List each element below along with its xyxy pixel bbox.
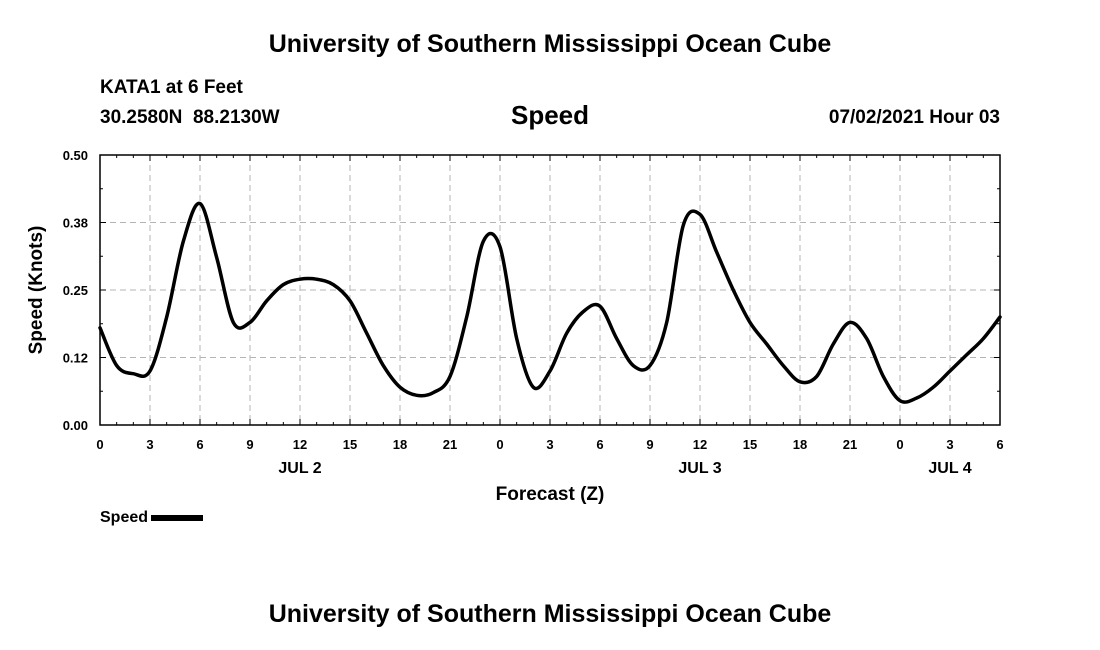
x-tick-label: 9 [646,437,653,452]
x-tick-label: 0 [896,437,903,452]
x-tick-labels: 0 3 6 9 12 15 18 21 0 3 6 9 12 15 18 21 0 3 6 [96,437,1003,452]
date-label: JUL 2 [278,460,321,477]
x-tick-label: 3 [546,437,553,452]
chart-grid [100,155,1000,425]
x-tick-label: 3 [946,437,953,452]
footer-title: University of Southern Mississippi Ocean… [268,600,832,628]
x-tick-label: 12 [293,437,307,452]
legend-swatch [151,515,204,521]
x-tick-label: 18 [793,437,807,452]
legend: Speed [100,509,204,527]
y-tick-label: 0.38 [63,216,88,231]
y-tick-label: 0.12 [63,351,88,366]
date-label: JUL 4 [928,460,971,477]
y-tick-label: 0.25 [63,283,88,298]
y-tick-label: 0.00 [63,418,88,433]
datetime-label: 07/02/2021 Hour 03 [828,107,1000,128]
y-tick-label: 0.50 [63,148,88,163]
x-tick-label: 6 [596,437,603,452]
speed-series-line [98,201,1002,404]
x-tick-label: 12 [693,437,707,452]
x-axis-label: Forecast (Z) [496,484,605,505]
date-labels: JUL 2 JUL 3 JUL 4 [278,460,971,477]
x-tick-label: 15 [343,437,357,452]
x-tick-label: 15 [743,437,757,452]
chart-ticks [99,154,1001,426]
x-tick-label: 6 [996,437,1003,452]
chart-title: Speed [510,100,590,130]
coordinates-label: 30.2580N 88.2130W [100,107,280,128]
page-title: University of Southern Mississippi Ocean… [268,30,832,58]
x-tick-label: 21 [843,437,857,452]
y-axis-label: Speed (Knots) [26,226,47,355]
x-tick-label: 6 [196,437,203,452]
x-tick-label: 0 [496,437,503,452]
y-tick-labels: 0.00 0.12 0.25 0.38 0.50 [63,148,88,433]
legend-label: Speed [100,509,149,526]
x-tick-label: 21 [443,437,457,452]
x-tick-label: 18 [393,437,407,452]
date-label: JUL 3 [678,460,721,477]
x-tick-label: 3 [146,437,153,452]
x-tick-label: 0 [96,437,103,452]
x-tick-label: 9 [246,437,253,452]
station-label: KATA1 at 6 Feet [100,77,243,98]
